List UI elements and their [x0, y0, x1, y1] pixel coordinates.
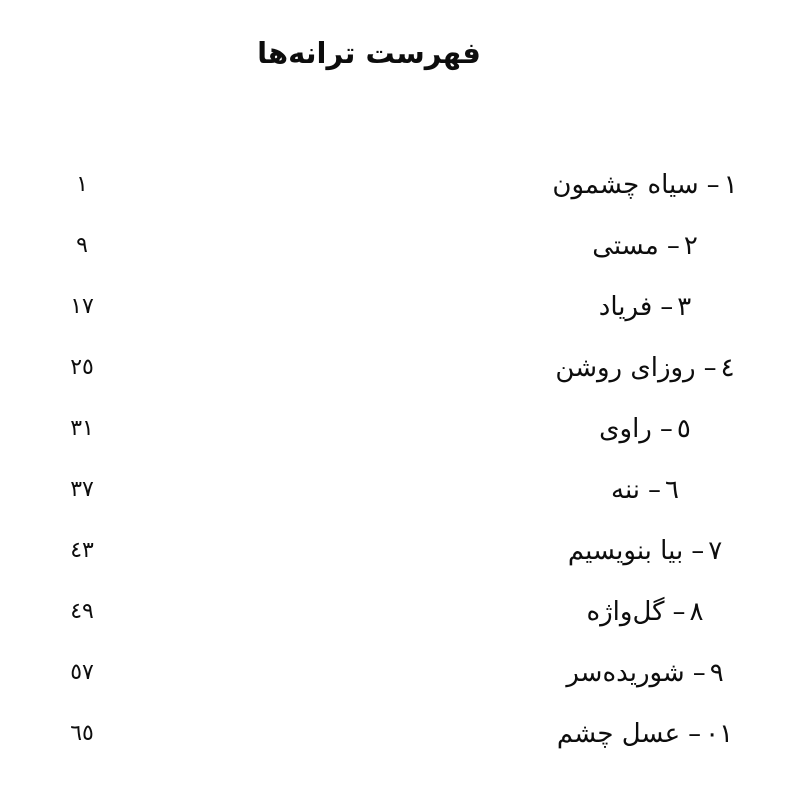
- toc-row: ۳ – فریاد ۱۷: [0, 276, 800, 337]
- toc-page-number: ٤۹: [70, 599, 94, 624]
- toc-entry: ٥ – راوی: [495, 398, 795, 459]
- toc-entry-dash: –: [672, 596, 686, 627]
- toc-row: ٦ – ننه ۳۷: [0, 459, 800, 520]
- toc-entry-title: شوریده‌سر: [566, 657, 685, 688]
- toc-entry-dash: –: [703, 352, 717, 383]
- toc-entry-title: ننه: [611, 474, 641, 505]
- toc-row: ۸ – گل‌واژه ٤۹: [0, 581, 800, 642]
- toc-entry-title: فریاد: [598, 291, 653, 322]
- toc-entry-number: ۸: [689, 596, 704, 627]
- toc-entry-dash: –: [706, 169, 720, 200]
- toc-page-number: ۳۱: [70, 416, 94, 441]
- page-title: فهرست ترانه‌ها: [257, 36, 481, 70]
- toc-row: ٤ – روزای روشن ۲٥: [0, 337, 800, 398]
- toc-entry-dash: –: [660, 291, 674, 322]
- toc-entry: ۸ – گل‌واژه: [495, 581, 795, 642]
- toc-page-number: ٥۷: [70, 660, 94, 685]
- toc-entry-number: ۷: [708, 535, 723, 566]
- toc-page-number: ۲٥: [70, 355, 94, 380]
- toc-entry-number: ۱۰: [705, 718, 734, 749]
- toc-entry-dash: –: [692, 657, 706, 688]
- toc-entry-dash: –: [648, 474, 662, 505]
- toc-entry-number: ۲: [683, 230, 698, 261]
- toc-entry-title: بیا بنویسیم: [567, 535, 684, 566]
- toc-entry-number: ۱: [723, 169, 738, 200]
- toc-entry-title: روزای روشن: [555, 352, 696, 383]
- toc-row: ۹ – شوریده‌سر ٥۷: [0, 642, 800, 703]
- toc-page-number: ۱۷: [70, 294, 94, 319]
- toc-entry-number: ٥: [676, 413, 691, 444]
- toc-entry-dash: –: [691, 535, 705, 566]
- toc-row: ۱ – سیاه چشمون ۱: [0, 154, 800, 215]
- toc-entry-number: ٦: [665, 474, 679, 505]
- toc-row: ٥ – راوی ۳۱: [0, 398, 800, 459]
- toc-page-number: ۹: [76, 233, 88, 258]
- toc-entry: ۹ – شوریده‌سر: [495, 642, 795, 703]
- toc-page-number: ٦٥: [70, 721, 94, 746]
- toc-row: ۱۰ – عسل چشم ٦٥: [0, 703, 800, 764]
- toc-entry-number: ۹: [709, 657, 724, 688]
- toc-entry-number: ٤: [720, 352, 735, 383]
- toc-entry-title: راوی: [599, 413, 652, 444]
- toc-entry-title: عسل چشم: [556, 718, 681, 749]
- toc-entry: ۱۰ – عسل چشم: [495, 703, 795, 764]
- toc-entry: ۱ – سیاه چشمون: [495, 154, 795, 215]
- toc-row: ۷ – بیا بنویسیم ٤۳: [0, 520, 800, 581]
- toc-entry-title: مستی: [592, 230, 659, 261]
- toc-entry-dash: –: [688, 718, 702, 749]
- toc-entry: ۳ – فریاد: [495, 276, 795, 337]
- table-of-contents: ۱ – سیاه چشمون ۱ ۲ – مستی ۹ ۳ – فریاد ۱۷…: [0, 154, 800, 769]
- toc-row: ۲ – مستی ۹: [0, 215, 800, 276]
- toc-entry: ۷ – بیا بنویسیم: [495, 520, 795, 581]
- toc-entry-dash: –: [666, 230, 680, 261]
- toc-entry-title: گل‌واژه: [586, 596, 665, 627]
- toc-entry-number: ۳: [677, 291, 692, 322]
- toc-page-number: ٤۳: [70, 538, 94, 563]
- toc-entry: ٤ – روزای روشن: [495, 337, 795, 398]
- toc-entry-dash: –: [659, 413, 673, 444]
- toc-entry: ٦ – ننه: [495, 459, 795, 520]
- toc-page-number: ۳۷: [70, 477, 94, 502]
- toc-entry: ۲ – مستی: [495, 215, 795, 276]
- toc-page-number: ۱: [76, 172, 88, 197]
- toc-entry-title: سیاه چشمون: [552, 169, 699, 200]
